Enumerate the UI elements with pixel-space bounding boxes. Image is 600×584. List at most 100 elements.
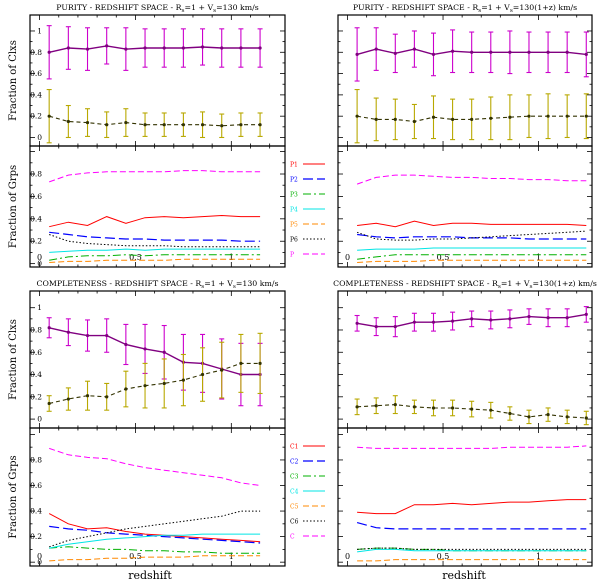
x-tick-label: 0 <box>345 253 350 262</box>
series-C4 <box>357 548 587 553</box>
legend-label-P: P <box>290 252 294 259</box>
y-axis-label: Fraction of Clxs <box>8 319 19 400</box>
data-point <box>143 46 147 50</box>
data-point <box>527 50 531 54</box>
data-point <box>47 50 51 54</box>
data-point <box>470 50 474 54</box>
data-point <box>220 368 224 372</box>
data-point <box>431 406 436 410</box>
legend-label-P4: P4 <box>290 207 298 214</box>
legend: P1 P2 P3 P4 P5 P6 P <box>290 162 325 259</box>
legend-label-P1: P1 <box>290 162 298 169</box>
data-point <box>412 320 416 324</box>
series-P5 <box>357 259 587 263</box>
series-P2 <box>49 231 261 242</box>
series-P6 <box>356 230 587 241</box>
series-purple <box>46 25 263 80</box>
series-line-C1 <box>48 513 261 543</box>
data-point <box>546 114 550 118</box>
series-line-C2 <box>356 522 587 530</box>
series-line-C4 <box>49 533 261 549</box>
panel-frame <box>337 427 593 567</box>
y-tick-label: 0.4 <box>30 370 42 379</box>
data-point <box>508 50 512 54</box>
series-line-olive <box>49 362 261 405</box>
data-point <box>66 330 70 334</box>
data-point <box>489 408 493 412</box>
series-C3 <box>49 546 261 554</box>
x-tick-label: 0 <box>37 552 42 561</box>
data-point <box>85 333 90 338</box>
data-point <box>412 119 416 124</box>
x-tick-label: 1 <box>229 253 234 262</box>
series-P3 <box>49 254 261 261</box>
panel-frame <box>29 145 286 268</box>
data-point <box>374 404 378 408</box>
data-point <box>393 51 397 55</box>
series-line-purple <box>49 327 261 376</box>
data-point <box>450 319 455 323</box>
data-point <box>258 361 262 365</box>
panel-completeness-var-top: COMPLETENESS - REDSHIFT SPACE - Rs=1 + V… <box>333 279 597 429</box>
y-tick-label: 0.8 <box>30 170 42 179</box>
data-point <box>584 416 588 420</box>
series-P1 <box>357 220 587 228</box>
data-point <box>565 415 569 419</box>
data-point <box>527 114 531 118</box>
x-axis-label-left: redshift <box>128 569 172 582</box>
data-point <box>124 342 128 347</box>
data-point <box>66 46 70 50</box>
y-tick-label: 0 <box>37 259 42 268</box>
data-point <box>105 44 109 48</box>
series-P1 <box>49 214 261 228</box>
series-line-P5 <box>357 259 587 263</box>
data-point <box>355 321 359 325</box>
panel-frame <box>337 145 593 268</box>
series-line-C1 <box>357 499 587 515</box>
data-point <box>508 411 512 416</box>
series-line-P6 <box>356 230 587 241</box>
data-point <box>584 312 588 316</box>
y-tick-label: 0 <box>37 558 42 567</box>
data-point <box>85 394 90 398</box>
y-tick-label: 0.4 <box>30 214 42 223</box>
series-P4 <box>49 248 261 253</box>
series-line-P1 <box>49 214 261 228</box>
data-point <box>489 116 493 120</box>
data-point <box>565 316 569 320</box>
series-olive <box>354 89 589 144</box>
data-point <box>374 47 378 51</box>
data-point <box>546 316 550 320</box>
series-line-P2 <box>49 231 261 242</box>
series-line-P5 <box>49 258 261 263</box>
series-olive <box>46 332 263 412</box>
x-tick-label: 1 <box>536 552 541 561</box>
series-purple <box>46 317 263 407</box>
y-tick-label: 0.8 <box>30 455 42 464</box>
legend-label-C3: C3 <box>290 474 299 481</box>
data-point <box>374 325 378 329</box>
data-point <box>239 361 243 365</box>
data-point <box>470 407 474 411</box>
data-point <box>508 115 512 119</box>
legend-label-C2: C2 <box>290 459 299 466</box>
y-tick-label: 0.8 <box>30 48 42 57</box>
legend-label-C6: C6 <box>290 519 299 526</box>
legend-label-C4: C4 <box>290 489 299 496</box>
x-tick-label: 0.5 <box>437 253 450 262</box>
y-tick-label: 1 <box>37 303 42 312</box>
data-point <box>143 123 147 127</box>
panel-purity-var-bottom: 0 0.5 1 <box>337 145 593 268</box>
series-purple <box>354 27 589 82</box>
data-point <box>162 46 166 50</box>
y-tick-label: 0.6 <box>30 348 42 357</box>
series-C2 <box>356 522 587 530</box>
data-point <box>527 415 531 419</box>
data-point <box>239 123 243 127</box>
data-point <box>431 115 436 119</box>
data-point <box>124 120 128 125</box>
series-olive <box>354 395 589 426</box>
data-point <box>47 326 51 330</box>
data-point <box>85 47 90 51</box>
panel-completeness-var-bottom: 0 0.5 1 <box>337 427 593 567</box>
